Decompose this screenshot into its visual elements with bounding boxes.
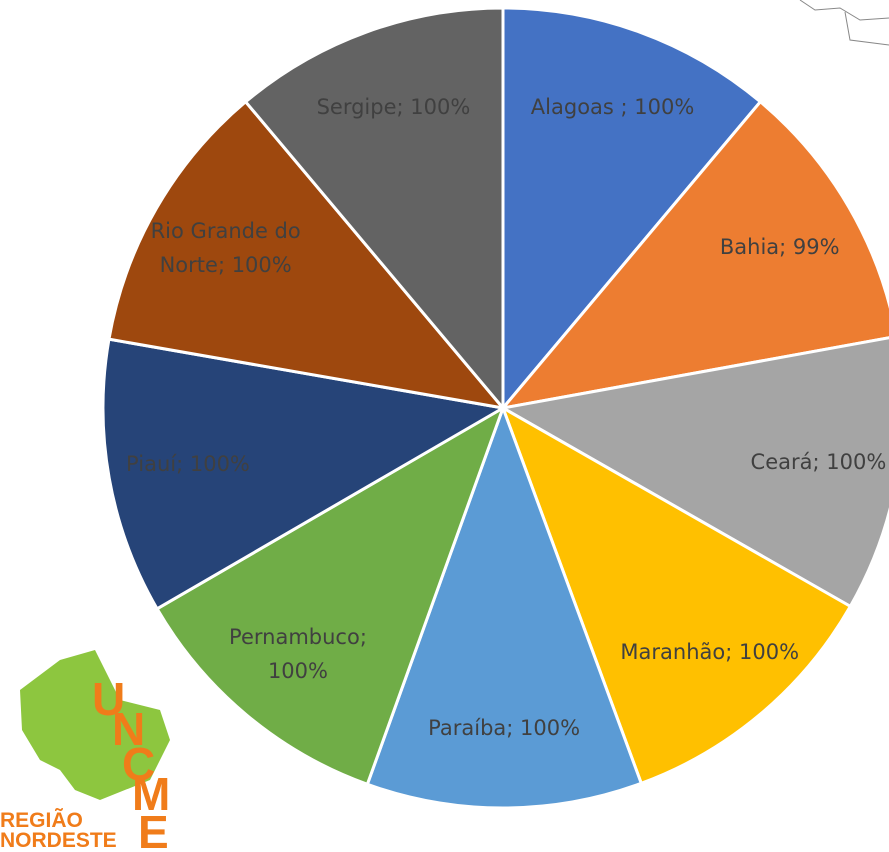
data-label: Bahia; 99% bbox=[719, 235, 840, 260]
logo-text: REGIÃO bbox=[0, 809, 83, 832]
logo-letter: C bbox=[122, 738, 155, 790]
logo-letter: E bbox=[138, 806, 169, 852]
pie-slice bbox=[107, 99, 507, 411]
pie-slice bbox=[101, 337, 508, 611]
pie-slice bbox=[499, 99, 889, 411]
pie-slice bbox=[500, 404, 853, 786]
data-label: Paraíba; 100% bbox=[428, 715, 581, 740]
map-outline bbox=[799, 0, 889, 46]
data-label: Sergipe; 100% bbox=[316, 95, 471, 120]
pie-slice bbox=[155, 404, 506, 787]
logo-letter: N bbox=[112, 703, 145, 755]
data-label: Piauí; 100% bbox=[126, 452, 250, 477]
logo-map bbox=[20, 650, 170, 800]
pie-slice bbox=[498, 336, 889, 609]
pie-slice bbox=[243, 6, 505, 413]
data-label: Rio Grande do Norte; 100% bbox=[150, 219, 301, 278]
data-label: Ceará; 100% bbox=[750, 449, 887, 474]
logo-text: NORDESTE bbox=[0, 829, 117, 852]
logo-letter: U bbox=[92, 673, 125, 725]
data-label: Pernambuco; 100% bbox=[229, 624, 367, 683]
logo-letter: M bbox=[132, 768, 170, 820]
pie-slice bbox=[501, 6, 763, 413]
data-label: Maranhão; 100% bbox=[620, 640, 800, 665]
pie-slice bbox=[365, 403, 644, 810]
data-label: Alagoas ; 100% bbox=[530, 95, 695, 120]
